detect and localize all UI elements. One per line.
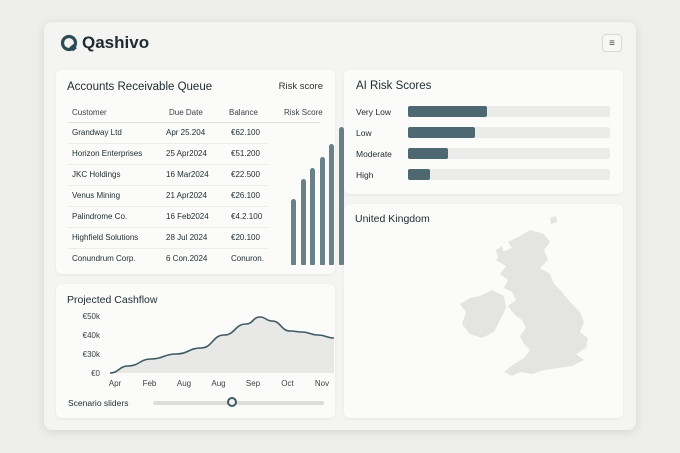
col-balance[interactable]: Balance [229,108,258,117]
x-axis-tick: Feb [143,379,157,388]
app-name: Qashivo [82,33,150,52]
risk-bar-track [408,127,610,138]
island-shape [496,246,504,258]
row-divider [68,164,268,165]
risk-score-bar [310,168,315,265]
scenario-slider-track[interactable] [153,401,324,405]
col-customer[interactable]: Customer [72,108,107,117]
risk-score-bar [319,157,325,265]
risk-score-bar [300,179,306,265]
risk-level-label: Very Low [356,107,391,117]
x-axis-tick: Aug [177,379,191,388]
row-divider [68,185,268,186]
row-due-date: 21 Apr2024 [166,191,207,200]
row-balance: €4.2.100 [231,212,263,221]
map-title: United Kingdom [355,213,430,225]
hamburger-menu-button[interactable]: ≡ [602,34,622,52]
x-axis-tick: Aug [211,379,225,388]
risk-bar-fill [408,106,487,117]
row-balance: €20.100 [231,233,260,242]
col-due-date[interactable]: Due Date [169,108,203,117]
row-customer: Horizon Enterprises [72,149,143,158]
y-axis-tick: €50k [83,312,101,321]
row-customer: Grandway Ltd [72,128,122,137]
risk-score-link[interactable]: Risk score [278,81,323,92]
risk-bar-track [408,169,610,180]
ireland-shape [460,290,506,338]
x-axis-tick: Sep [246,379,261,388]
y-axis-tick: €30k [83,350,101,359]
risk-level-label: High [356,170,374,180]
scenario-slider-label: Scenario sliders [68,398,129,408]
row-customer: JKC Holdings [72,170,121,179]
row-customer: Palindrome Co. [72,212,128,221]
x-axis-tick: Oct [281,379,294,388]
ai-risk-title: AI Risk Scores [356,80,432,92]
row-due-date: 25 Apr2024 [166,149,207,158]
row-divider [68,227,268,228]
row-due-date: 16 Mar2024 [166,170,209,179]
cashflow-title: Projected Cashflow [67,294,158,306]
hamburger-icon: ≡ [609,37,615,49]
row-divider [68,248,268,249]
row-balance: €26.100 [231,191,260,200]
row-customer: Highfield Solutions [72,233,139,242]
row-due-date: 16 Feb2024 [166,212,209,221]
y-axis-tick: €0 [91,369,100,378]
row-balance: €62.100 [231,128,260,137]
risk-level-label: Low [356,128,372,138]
risk-bar-fill [408,148,449,159]
risk-bar-fill [408,169,431,180]
top-bar: Qashivo ≡ [44,22,636,64]
x-axis-tick: Apr [109,379,122,388]
great-britain-shape [496,230,588,376]
row-customer: Conundrum Corp. [72,254,136,263]
cashflow-chart: €50k €40k €30k €0 Apr Feb Aug Aug Sep Oct Nov [83,312,335,388]
col-risk-score[interactable]: Risk Score [284,108,323,117]
island-shape [550,216,557,224]
row-due-date: Apr 25.204 [166,128,206,137]
qashivo-logo-icon [60,34,78,52]
row-balance: €22.500 [231,170,260,179]
risk-score-bar [338,127,344,265]
header-divider [68,122,320,123]
row-balance: €51.200 [231,149,260,158]
row-due-date: 28 Jul 2024 [166,233,208,242]
cashflow-area [110,317,334,373]
uk-map[interactable] [344,204,623,418]
risk-bar-track [408,106,610,117]
cashflow-line [109,316,335,374]
risk-bar-fill [408,127,475,138]
row-balance: Conuron. [231,254,264,263]
ai-risk-scores-card: AI Risk Scores Very Low Low Moderate High [344,70,623,194]
x-axis-tick: Nov [315,379,329,388]
row-due-date: 6 Con.2024 [166,254,208,263]
row-divider [68,206,268,207]
row-divider [68,143,268,144]
risk-level-label: Moderate [356,149,392,159]
ar-title: Accounts Receivable Queue [67,81,213,93]
uk-map-card: United Kingdom [344,204,623,418]
y-axis-tick: €40k [83,331,101,340]
projected-cashflow-card: Projected Cashflow €50k €40k €30k €0 Apr Feb A… [56,284,335,418]
scenario-slider-handle[interactable] [226,397,237,407]
risk-bar-track [408,148,610,159]
app-window: Qashivo ≡ Accounts Receivable Queue Risk… [44,22,636,430]
row-customer: Venus Mining [72,191,121,200]
accounts-receivable-card: Accounts Receivable Queue Risk score Cus… [56,70,344,274]
risk-score-bar [291,198,296,265]
risk-score-bar [329,143,334,265]
